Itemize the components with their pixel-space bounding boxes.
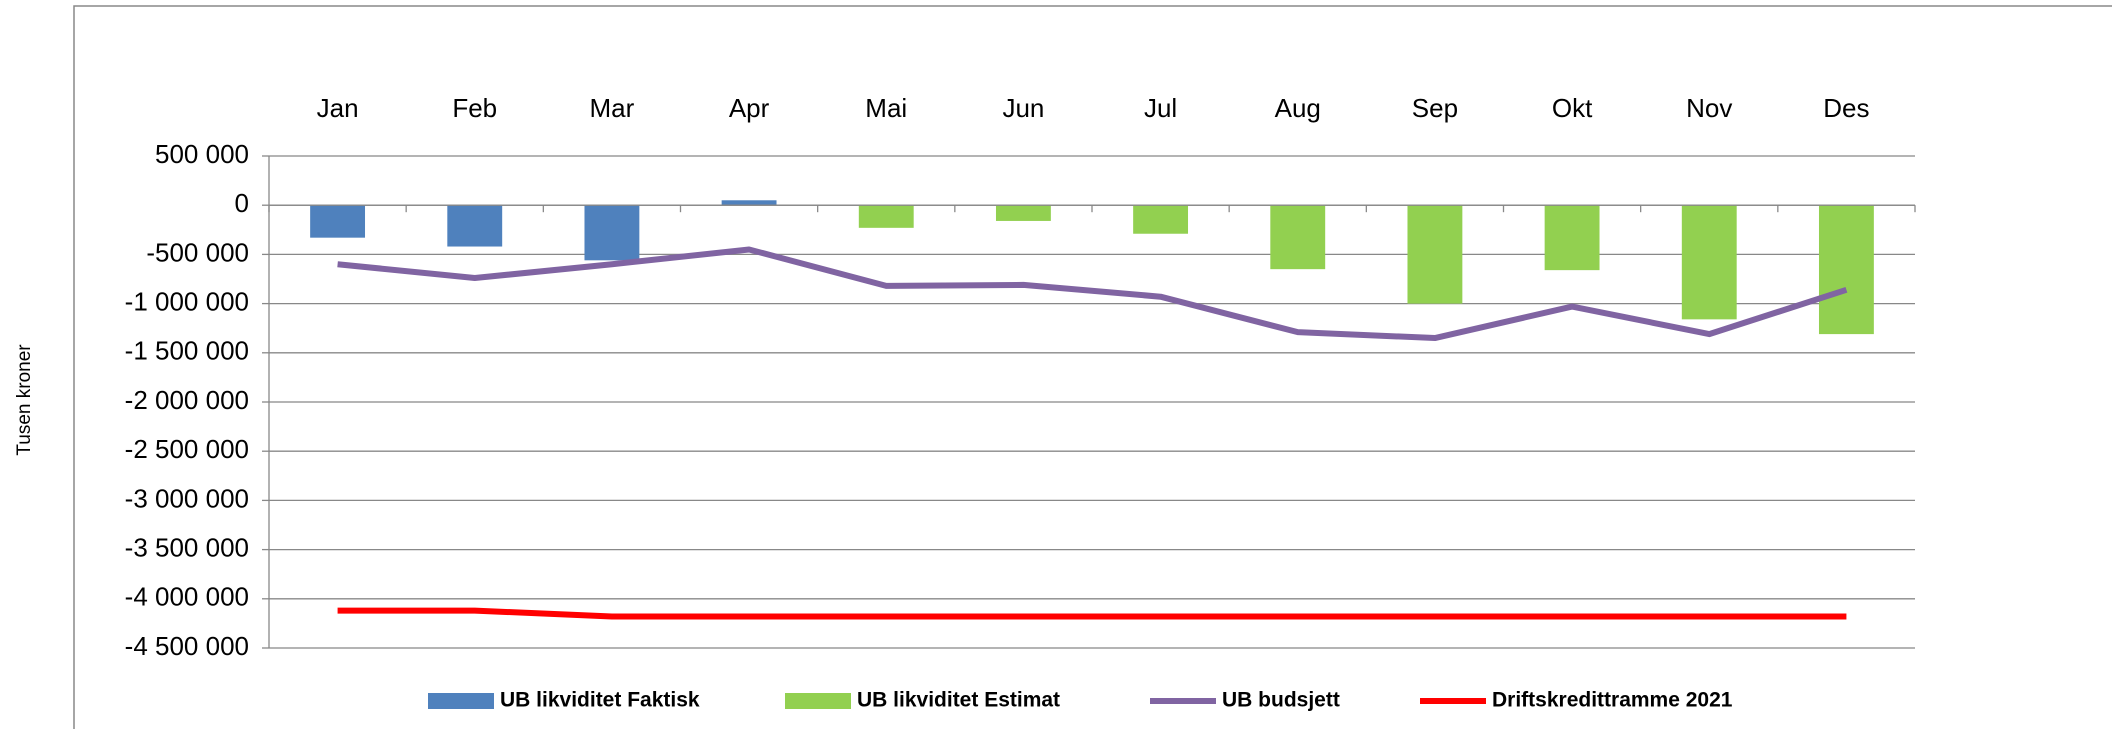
y-axis-title: Tusen kroner [14,344,35,456]
x-tick-label: Okt [1552,93,1593,123]
bar [858,205,914,228]
y-tick-label: -1 500 000 [125,336,249,366]
line [337,607,1847,620]
legend-label: UB likviditet Faktisk [500,689,700,712]
x-tick-label: Sep [1412,93,1458,123]
y-tick-label: -500 000 [146,237,249,267]
x-tick-label: Apr [729,93,770,123]
y-tick-label: -4 000 000 [125,582,249,612]
bar [721,200,777,206]
y-tick-label: 0 [235,188,249,218]
legend-label: UB budsjett [1222,689,1340,712]
legend-swatch [785,693,851,709]
y-tick-label: -2 000 000 [125,385,249,415]
bar [1681,205,1737,320]
x-tick-label: Mar [590,93,635,123]
x-tick-label: Jun [1002,93,1044,123]
y-tick-label: -3 000 000 [125,483,249,513]
x-tick-label: Aug [1275,93,1321,123]
y-tick-label: -1 000 000 [125,286,249,316]
chart-frame [73,5,2112,729]
y-tick-label: 500 000 [155,139,249,169]
bar [1818,205,1874,335]
x-tick-label: Mai [865,93,907,123]
line [337,246,1848,342]
y-tick-label: -3 500 000 [125,532,249,562]
x-tick-label: Feb [452,93,497,123]
legend-label: UB likviditet Estimat [857,689,1060,712]
bar [310,205,366,238]
bar [995,205,1051,221]
bar [584,205,640,261]
bar [447,205,503,247]
bar [1407,205,1463,304]
bar [1270,205,1326,270]
x-tick-label: Nov [1686,93,1732,123]
bar [1133,205,1189,234]
bar [1544,205,1600,271]
x-tick-label: Des [1823,93,1869,123]
legend-label: Driftskredittramme 2021 [1492,689,1733,712]
y-tick-label: -4 500 000 [125,631,249,661]
x-tick-label: Jul [1144,93,1177,123]
x-tick-label: Jan [317,93,359,123]
y-tick-label: -2 500 000 [125,434,249,464]
legend-swatch [428,693,494,709]
